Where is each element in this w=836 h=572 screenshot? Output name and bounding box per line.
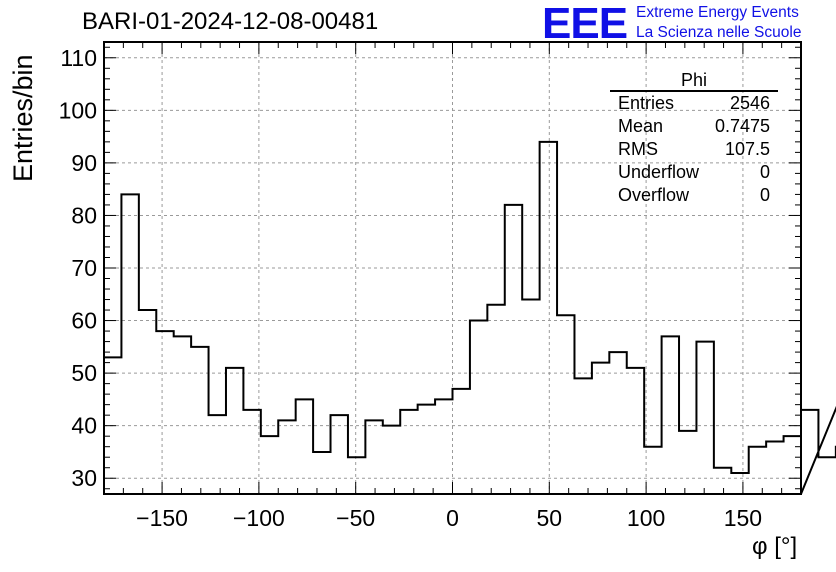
x-tick-label: −50	[336, 505, 375, 531]
x-tick-label: −100	[233, 505, 285, 531]
stats-value: 0	[759, 185, 770, 205]
x-tick-label: 0	[446, 505, 459, 531]
stats-title: Phi	[610, 70, 778, 92]
tick-labels: −150 −100 −50 0 50 100 150 30 40 50 60 70 80 90 100 110	[59, 45, 762, 531]
stats-row-mean: Mean 0.7475	[610, 115, 778, 138]
stats-value: 107.5	[724, 139, 770, 159]
run-title: BARI-01-2024-12-08-00481	[82, 8, 379, 35]
stats-box: Phi Entries 2546 Mean 0.7475 RMS 107.5 U…	[610, 70, 778, 207]
x-tick-label: −150	[136, 505, 188, 531]
logo-caption: Extreme Energy Events La Scienza nelle S…	[636, 3, 801, 43]
y-axis-label: Entries/bin	[8, 54, 38, 182]
logo-line-2: La Scienza nelle Scuole	[636, 24, 802, 41]
stats-value: 2546	[729, 93, 770, 113]
x-tick-label: 50	[537, 505, 563, 531]
stats-row-underflow: Underflow 0	[610, 161, 778, 184]
stats-label: RMS	[618, 139, 658, 159]
y-tick-label: 110	[60, 45, 97, 71]
stats-label: Overflow	[618, 185, 690, 205]
stats-row-entries: Entries 2546	[610, 92, 778, 115]
x-tick-label: 100	[627, 505, 665, 531]
y-tick-label: 100	[59, 97, 97, 123]
grid-lines	[104, 42, 801, 494]
stats-label: Entries	[618, 93, 675, 113]
stats-label: Underflow	[618, 162, 700, 182]
y-tick-label: 40	[71, 413, 97, 439]
y-tick-label: 80	[71, 202, 97, 228]
stats-row-rms: RMS 107.5	[610, 138, 778, 161]
x-tick-label: 150	[724, 505, 762, 531]
stats-value: 0	[759, 162, 770, 182]
y-tick-label: 30	[71, 465, 97, 491]
stats-label: Mean	[618, 116, 664, 136]
y-tick-label: 70	[71, 255, 97, 281]
stats-value: 0.7475	[714, 116, 770, 136]
stats-row-overflow: Overflow 0	[610, 184, 778, 207]
plot-frame	[103, 41, 802, 495]
y-tick-label: 60	[71, 308, 97, 334]
x-axis-label: φ [°]	[752, 533, 798, 560]
y-tick-label: 50	[71, 360, 97, 386]
logo-line-1: Extreme Energy Events	[636, 4, 799, 21]
y-tick-label: 90	[71, 150, 97, 176]
eee-logo: EEE	[542, 0, 628, 48]
